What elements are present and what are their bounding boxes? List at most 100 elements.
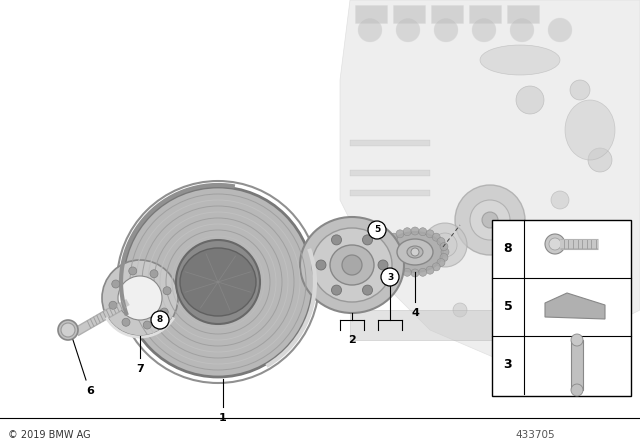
Circle shape — [385, 237, 393, 246]
Circle shape — [516, 86, 544, 114]
Circle shape — [441, 248, 449, 256]
Circle shape — [358, 18, 382, 42]
Bar — [571, 340, 583, 390]
Circle shape — [453, 303, 467, 317]
Bar — [469, 5, 501, 23]
Circle shape — [382, 254, 390, 262]
Circle shape — [381, 248, 389, 256]
Circle shape — [599, 229, 621, 251]
Circle shape — [123, 187, 313, 377]
Ellipse shape — [407, 246, 423, 258]
Bar — [492, 220, 631, 396]
Circle shape — [588, 148, 612, 172]
Circle shape — [434, 18, 458, 42]
Circle shape — [545, 234, 565, 254]
Circle shape — [411, 227, 419, 235]
Ellipse shape — [300, 217, 404, 313]
Circle shape — [362, 235, 372, 245]
Circle shape — [571, 384, 583, 396]
Circle shape — [551, 191, 569, 209]
Circle shape — [316, 260, 326, 270]
Text: 8: 8 — [504, 242, 512, 255]
Ellipse shape — [565, 100, 615, 160]
Text: 5: 5 — [504, 301, 513, 314]
Bar — [431, 5, 463, 23]
Text: © 2019 BMW AG: © 2019 BMW AG — [8, 430, 91, 440]
Circle shape — [437, 237, 445, 246]
Text: 6: 6 — [86, 386, 94, 396]
Text: 4: 4 — [411, 308, 419, 318]
Text: 2: 2 — [348, 335, 356, 345]
Circle shape — [129, 267, 137, 275]
Circle shape — [102, 260, 178, 336]
Text: 1: 1 — [219, 413, 227, 423]
Circle shape — [419, 228, 427, 236]
Circle shape — [426, 266, 434, 274]
Circle shape — [411, 269, 419, 277]
Text: 433705: 433705 — [515, 430, 555, 440]
Bar — [350, 190, 430, 196]
Circle shape — [549, 238, 561, 250]
Circle shape — [492, 292, 508, 308]
Bar — [350, 140, 430, 146]
Text: 3: 3 — [387, 272, 393, 281]
Ellipse shape — [312, 228, 392, 302]
Bar — [393, 5, 425, 23]
Circle shape — [143, 321, 151, 329]
Circle shape — [163, 287, 171, 295]
Ellipse shape — [397, 239, 433, 265]
Bar — [355, 5, 387, 23]
Circle shape — [426, 230, 434, 238]
Polygon shape — [545, 293, 605, 319]
Circle shape — [378, 260, 388, 270]
Circle shape — [419, 268, 427, 276]
Circle shape — [112, 280, 120, 288]
Circle shape — [381, 268, 399, 286]
Circle shape — [332, 235, 342, 245]
Circle shape — [342, 255, 362, 275]
Circle shape — [362, 285, 372, 295]
Circle shape — [118, 276, 162, 320]
Circle shape — [472, 18, 496, 42]
Ellipse shape — [330, 245, 374, 285]
Circle shape — [160, 308, 168, 316]
Circle shape — [385, 258, 393, 267]
Circle shape — [151, 311, 169, 329]
Circle shape — [368, 221, 386, 239]
Circle shape — [390, 233, 398, 241]
Circle shape — [396, 18, 420, 42]
Bar — [507, 5, 539, 23]
Circle shape — [571, 334, 583, 346]
Ellipse shape — [387, 232, 443, 272]
Circle shape — [390, 263, 398, 271]
Circle shape — [437, 258, 445, 267]
Circle shape — [510, 18, 534, 42]
Circle shape — [176, 240, 260, 324]
Bar — [350, 170, 430, 176]
Text: 8: 8 — [157, 315, 163, 324]
Circle shape — [150, 270, 158, 278]
Circle shape — [432, 233, 440, 241]
Polygon shape — [340, 0, 640, 360]
Circle shape — [396, 230, 404, 238]
Circle shape — [332, 285, 342, 295]
Circle shape — [482, 212, 498, 228]
Circle shape — [403, 228, 412, 236]
Circle shape — [433, 233, 457, 257]
Text: 5: 5 — [374, 225, 380, 234]
Circle shape — [440, 242, 448, 250]
Circle shape — [382, 242, 390, 250]
Circle shape — [58, 320, 78, 340]
Bar — [350, 310, 550, 340]
Circle shape — [548, 18, 572, 42]
Circle shape — [470, 200, 510, 240]
Circle shape — [411, 248, 419, 256]
Circle shape — [455, 185, 525, 255]
Circle shape — [61, 323, 75, 337]
Text: 3: 3 — [504, 358, 512, 371]
Circle shape — [403, 268, 412, 276]
Circle shape — [423, 223, 467, 267]
Circle shape — [109, 301, 117, 309]
Ellipse shape — [180, 248, 256, 316]
Circle shape — [122, 318, 130, 326]
